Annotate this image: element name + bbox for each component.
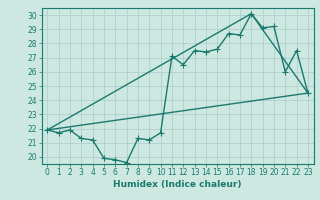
X-axis label: Humidex (Indice chaleur): Humidex (Indice chaleur) xyxy=(113,180,242,189)
